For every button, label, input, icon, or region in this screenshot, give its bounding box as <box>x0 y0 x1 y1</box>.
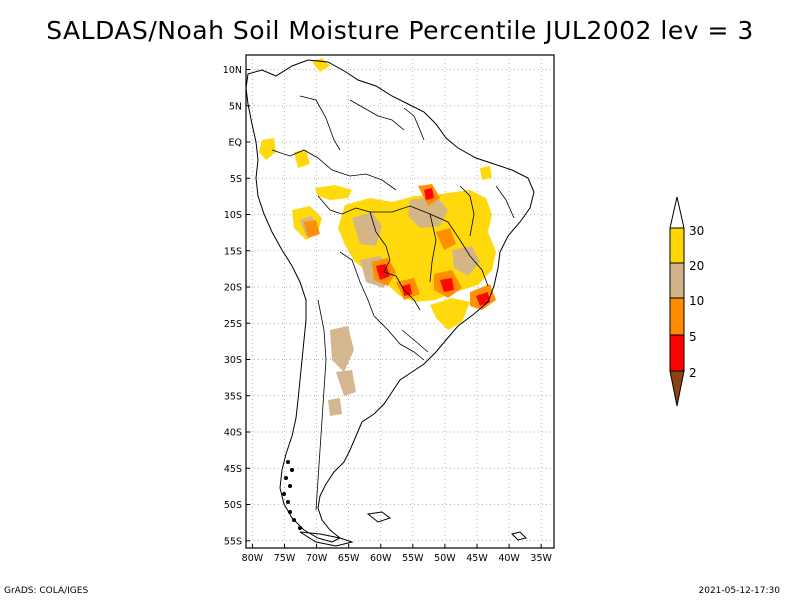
lat-label-20S: 20S <box>224 283 242 294</box>
lon-label-80W: 80W <box>242 553 264 564</box>
lat-label-10N: 10N <box>223 65 242 76</box>
lat-label-50S: 50S <box>224 500 242 511</box>
lat-label-40S: 40S <box>224 428 242 439</box>
lat-label-30S: 30S <box>224 355 242 366</box>
lat-label-10S: 10S <box>224 210 242 221</box>
colorbar: 30 20 10 5 2 <box>669 196 704 407</box>
lat-label-EQ: EQ <box>229 138 242 149</box>
lat-label-5N: 5N <box>229 101 242 112</box>
colorbar-swatch-5-10 <box>669 297 685 336</box>
lat-label-35S: 35S <box>224 391 242 402</box>
lat-label-25S: 25S <box>224 319 242 330</box>
colorbar-label-10: 10 <box>689 294 704 308</box>
chilean-archipelago <box>282 460 302 530</box>
lon-label-55W: 55W <box>402 553 424 564</box>
footer-timestamp: 2021-05-12-17:30 <box>698 586 781 596</box>
lat-label-15S: 15S <box>224 246 242 257</box>
lon-label-45W: 45W <box>466 553 488 564</box>
lon-label-70W: 70W <box>306 553 328 564</box>
south-america-coastline <box>246 59 535 543</box>
longitude-labels: 80W 75W 70W 65W 60W 55W 50W 45W 40W 35W <box>242 544 553 564</box>
lon-label-65W: 65W <box>338 553 360 564</box>
colorbar-swatch-2-5 <box>669 334 685 372</box>
country-borders <box>271 95 515 511</box>
lon-label-60W: 60W <box>370 553 392 564</box>
colorbar-swatch-10-20 <box>669 262 685 299</box>
lon-label-35W: 35W <box>530 553 552 564</box>
colorbar-swatch-20-30 <box>669 227 685 264</box>
soil-moisture-shading <box>259 58 496 416</box>
colorbar-label-5: 5 <box>689 330 697 344</box>
colorbar-label-30: 30 <box>689 224 704 238</box>
lon-label-40W: 40W <box>498 553 520 564</box>
colorbar-bottom-arrow <box>669 370 685 407</box>
colorbar-label-2: 2 <box>689 366 697 380</box>
map-title: SALDAS/Noah Soil Moisture Percentile JUL… <box>46 16 754 45</box>
colorbar-top-arrow <box>669 196 685 229</box>
latitude-labels: 10N 5N EQ 5S 10S 15S 20S 25S 30S 35S 40S 45S 50S 55S <box>223 65 250 547</box>
map-grid <box>246 55 554 548</box>
lat-label-5S: 5S <box>230 174 242 185</box>
lat-label-45S: 45S <box>224 464 242 475</box>
lat-label-55S: 55S <box>224 536 242 547</box>
southern-islands <box>299 511 527 547</box>
lon-label-50W: 50W <box>434 553 456 564</box>
colorbar-label-20: 20 <box>689 259 704 273</box>
map-frame <box>245 54 555 549</box>
footer-grads-credit: GrADS: COLA/IGES <box>4 586 89 596</box>
lon-label-75W: 75W <box>274 553 296 564</box>
